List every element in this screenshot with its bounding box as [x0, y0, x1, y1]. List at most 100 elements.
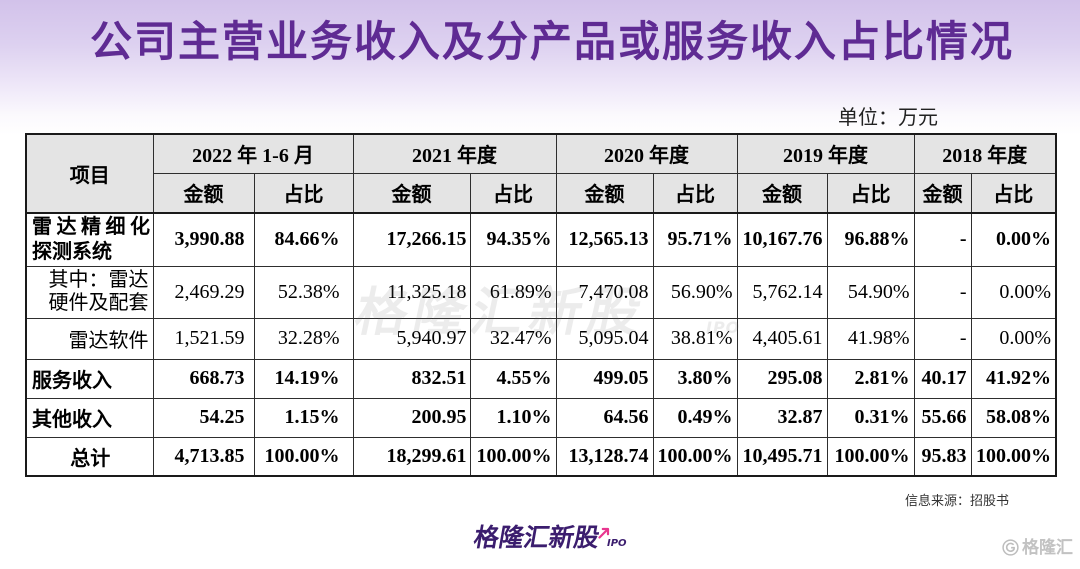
amount-cell: 1,521.59 [152, 317, 255, 360]
share-header: 占比 [469, 172, 557, 214]
g-circle-icon [1002, 539, 1019, 556]
share-cell: 3.80% [652, 358, 738, 399]
period-header: 2022 年 1-6 月 [152, 133, 354, 174]
row-label-line: 雷达软件 [68, 330, 149, 352]
corner-logo-text: 格隆汇 [1022, 538, 1073, 558]
amount-cell: 200.95 [352, 397, 471, 438]
share-cell: 84.66% [253, 212, 354, 267]
footer-logo-text: 格隆汇新股 [471, 523, 602, 552]
amount-cell: - [913, 265, 972, 319]
table-row: 雷达软件 1,521.59 32.28% 5,940.97 32.47% 5,095.04… [25, 317, 1057, 360]
row-label: 其中：雷达 硬件及配套 [25, 265, 154, 319]
share-cell: 38.81% [652, 317, 738, 360]
amount-cell: 5,095.04 [555, 317, 654, 360]
share-cell: 96.88% [826, 212, 915, 267]
share-cell: 100.00% [652, 436, 738, 477]
footer-logo: 格隆汇新股 IPO [471, 523, 634, 554]
share-cell: 1.15% [253, 397, 354, 438]
row-label: 其他收入 [25, 397, 154, 438]
amount-cell: 40.17 [913, 358, 972, 399]
share-cell: 56.90% [652, 265, 738, 319]
amount-header: 金额 [913, 172, 972, 214]
amount-cell: 18,299.61 [352, 436, 471, 477]
period-header: 2018 年度 [913, 133, 1057, 174]
row-label: 总计 [25, 436, 154, 477]
amount-cell: 10,495.71 [736, 436, 828, 477]
share-cell: 0.00% [970, 317, 1057, 360]
share-cell: 0.31% [826, 397, 915, 438]
amount-cell: 11,325.18 [352, 265, 471, 319]
row-label-line: 其他收入 [32, 409, 112, 431]
table-row: 其他收入 54.25 1.15% 200.95 1.10% 64.56 0.49% 32.87… [25, 397, 1057, 438]
header-row-columns: 金额 占比 金额 占比 金额 占比 金额 占比 金额 占比 [26, 172, 1057, 214]
period-header: 2019 年度 [736, 133, 915, 174]
share-cell: 32.28% [253, 317, 354, 360]
row-label-line: 其中：雷达 [48, 269, 149, 291]
row-label: 服务收入 [25, 358, 154, 399]
amount-cell: - [913, 212, 972, 267]
amount-header: 金额 [352, 172, 471, 214]
share-cell: 4.55% [469, 358, 557, 399]
row-label-line: 硬件及配套 [48, 292, 149, 314]
amount-cell: 5,940.97 [352, 317, 471, 360]
share-cell: 41.98% [826, 317, 915, 360]
share-cell: 41.92% [970, 358, 1057, 399]
amount-cell: 3,990.88 [152, 212, 255, 267]
amount-cell: 832.51 [352, 358, 471, 399]
table-row: 其中：雷达 硬件及配套 2,469.29 52.38% 11,325.18 61.89% 7… [25, 265, 1057, 319]
row-label-line: 服务收入 [32, 370, 112, 392]
share-cell: 61.89% [469, 265, 557, 319]
footer-logo-tag: IPO [607, 538, 627, 549]
income-table: 项目 2022 年 1-6 月 2021 年度 2020 年度 2019 年度 … [25, 133, 1058, 477]
amount-cell: 64.56 [555, 397, 654, 438]
share-cell: 0.00% [970, 265, 1057, 319]
amount-cell: 2,469.29 [152, 265, 255, 319]
share-cell: 2.81% [826, 358, 915, 399]
amount-cell: 4,713.85 [152, 436, 255, 477]
amount-cell: 13,128.74 [555, 436, 654, 477]
amount-cell: 668.73 [152, 358, 255, 399]
share-header: 占比 [652, 172, 738, 214]
amount-cell: 55.66 [913, 397, 972, 438]
amount-cell: 499.05 [555, 358, 654, 399]
amount-cell: 32.87 [736, 397, 828, 438]
share-cell: 95.71% [652, 212, 738, 267]
header-row-periods: 项目 2022 年 1-6 月 2021 年度 2020 年度 2019 年度 … [25, 133, 1057, 214]
table-row: 雷达精细化 探测系统 3,990.88 84.66% 17,266.15 94.35% 12… [25, 212, 1057, 267]
row-label-line: 总计 [70, 447, 111, 470]
period-header: 2020 年度 [555, 133, 738, 174]
share-cell: 100.00% [253, 436, 354, 477]
page-title: 公司主营业务收入及分产品或服务收入占比情况 [90, 17, 1015, 66]
share-cell: 52.38% [253, 265, 354, 319]
share-cell: 100.00% [970, 436, 1057, 477]
unit-label: 单位：万元 [838, 107, 938, 129]
amount-cell: 5,762.14 [736, 265, 828, 319]
share-cell: 32.47% [469, 317, 557, 360]
row-label: 雷达精细化 探测系统 [25, 212, 154, 267]
amount-header: 金额 [736, 172, 828, 214]
arrow-up-right-icon [598, 527, 610, 539]
amount-header: 金额 [555, 172, 654, 214]
share-cell: 100.00% [826, 436, 915, 477]
table-row: 服务收入 668.73 14.19% 832.51 4.55% 499.05 3.80% 29… [25, 358, 1057, 399]
amount-cell: 4,405.61 [736, 317, 828, 360]
share-cell: 14.19% [253, 358, 354, 399]
amount-cell: - [913, 317, 972, 360]
item-header: 项目 [25, 133, 154, 214]
amount-cell: 95.83 [913, 436, 972, 477]
table-body: 雷达精细化 探测系统 3,990.88 84.66% 17,266.15 94.35% 12… [25, 212, 1057, 477]
share-cell: 94.35% [469, 212, 557, 267]
row-label: 雷达软件 [25, 317, 154, 360]
share-cell: 54.90% [826, 265, 915, 319]
share-cell: 0.49% [652, 397, 738, 438]
amount-cell: 54.25 [152, 397, 255, 438]
row-label-line: 雷达精细化 [32, 215, 153, 238]
share-cell: 100.00% [469, 436, 557, 477]
table-row: 总计 4,713.85 100.00% 18,299.61 100.00% 13,128.… [25, 436, 1057, 477]
amount-cell: 10,167.76 [736, 212, 828, 267]
share-cell: 58.08% [970, 397, 1057, 438]
amount-cell: 7,470.08 [555, 265, 654, 319]
share-header: 占比 [826, 172, 915, 214]
amount-cell: 17,266.15 [352, 212, 471, 267]
